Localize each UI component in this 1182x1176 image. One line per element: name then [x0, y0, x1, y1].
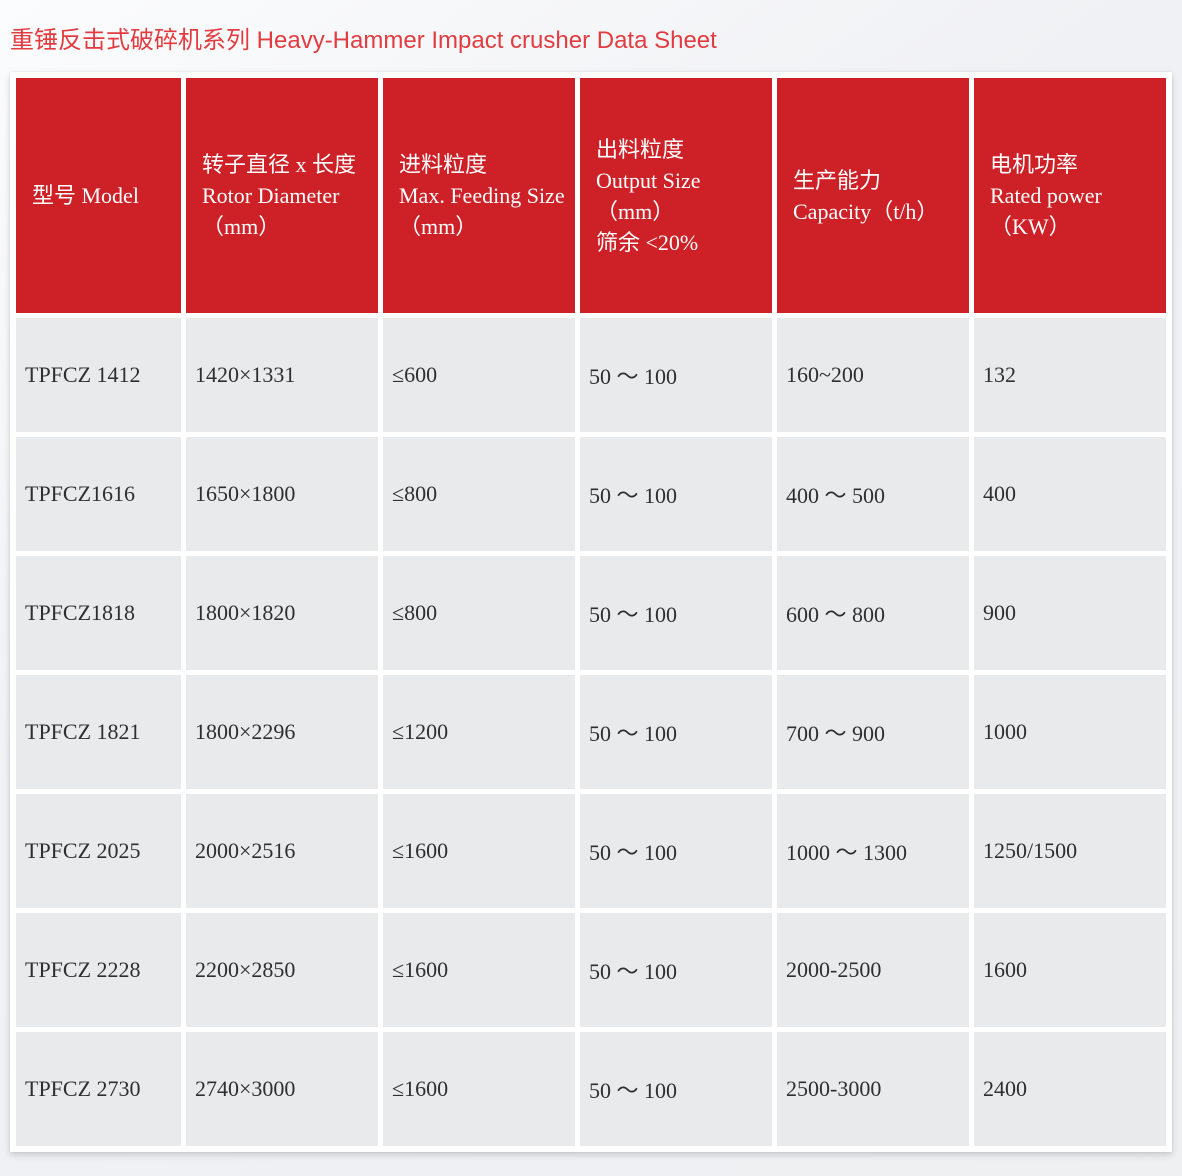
- column-header-rated-power: 电机功率 Rated power （KW）: [974, 78, 1166, 313]
- table-cell: TPFCZ 1821: [16, 675, 181, 789]
- table-cell: 1800×1820: [186, 556, 378, 670]
- table-cell: 50 ～ 100: [580, 437, 772, 551]
- datasheet-card: 型号 Model 转子直径 x 长度 Rotor Diameter （mm） 进…: [10, 72, 1172, 1152]
- table-cell: 400 ～ 500: [777, 437, 969, 551]
- column-header-output-size: 出料粒度 Output Size（mm） 筛余 <20%: [580, 78, 772, 313]
- table-row: TPFCZ 1821 1800×2296 ≤1200 50 ～ 100 700 ～ 90…: [16, 675, 1166, 789]
- table-cell: 50 ～ 100: [580, 794, 772, 908]
- table-cell: 2000-2500: [777, 913, 969, 1027]
- table-cell: ≤1600: [383, 913, 575, 1027]
- column-header-capacity: 生产能力 Capacity（t/h）: [777, 78, 969, 313]
- table-row: TPFCZ1818 1800×1820 ≤800 50 ～ 100 600 ～ 800 9…: [16, 556, 1166, 670]
- table-cell: 1420×1331: [186, 318, 378, 432]
- table-cell: ≤800: [383, 556, 575, 670]
- table-cell: 1250/1500: [974, 794, 1166, 908]
- table-row: TPFCZ1616 1650×1800 ≤800 50 ～ 100 400 ～ 500 4…: [16, 437, 1166, 551]
- table-cell: 1600: [974, 913, 1166, 1027]
- table-cell: 2000×2516: [186, 794, 378, 908]
- table-cell: 2740×3000: [186, 1032, 378, 1146]
- column-header-model: 型号 Model: [16, 78, 181, 313]
- table-cell: ≤1600: [383, 1032, 575, 1146]
- table-cell: 2500-3000: [777, 1032, 969, 1146]
- table-row: TPFCZ 2730 2740×3000 ≤1600 50 ～ 100 2500-300…: [16, 1032, 1166, 1146]
- table-cell: 1650×1800: [186, 437, 378, 551]
- table-cell: TPFCZ1818: [16, 556, 181, 670]
- table-header: 型号 Model 转子直径 x 长度 Rotor Diameter （mm） 进…: [16, 78, 1166, 313]
- table-cell: ≤600: [383, 318, 575, 432]
- column-header-rotor-size: 转子直径 x 长度 Rotor Diameter （mm）: [186, 78, 378, 313]
- table-cell: ≤1200: [383, 675, 575, 789]
- table-cell: 1800×2296: [186, 675, 378, 789]
- table-cell: 600 ～ 800: [777, 556, 969, 670]
- table-cell: 50 ～ 100: [580, 1032, 772, 1146]
- table-cell: 132: [974, 318, 1166, 432]
- table-cell: TPFCZ 1412: [16, 318, 181, 432]
- table-cell: 2200×2850: [186, 913, 378, 1027]
- table-row: TPFCZ 2025 2000×2516 ≤1600 50 ～ 100 1000 ～ 1…: [16, 794, 1166, 908]
- table-cell: ≤1600: [383, 794, 575, 908]
- table-cell: 50 ～ 100: [580, 913, 772, 1027]
- table-cell: 50 ～ 100: [580, 675, 772, 789]
- table-cell: 50 ～ 100: [580, 318, 772, 432]
- table-cell: 2400: [974, 1032, 1166, 1146]
- header-row: 型号 Model 转子直径 x 长度 Rotor Diameter （mm） 进…: [16, 78, 1166, 313]
- column-header-feeding-size: 进料粒度 Max. Feeding Size （mm）: [383, 78, 575, 313]
- table-cell: 50 ～ 100: [580, 556, 772, 670]
- table-cell: TPFCZ 2228: [16, 913, 181, 1027]
- table-cell: TPFCZ 2025: [16, 794, 181, 908]
- table-cell: TPFCZ1616: [16, 437, 181, 551]
- table-cell: 900: [974, 556, 1166, 670]
- table-row: TPFCZ 1412 1420×1331 ≤600 50 ～ 100 160~200 13…: [16, 318, 1166, 432]
- table-cell: TPFCZ 2730: [16, 1032, 181, 1146]
- table-cell: 400: [974, 437, 1166, 551]
- page-title: 重锤反击式破碎机系列 Heavy-Hammer Impact crusher D…: [10, 27, 717, 54]
- table-cell: 700 ～ 900: [777, 675, 969, 789]
- table-cell: 160~200: [777, 318, 969, 432]
- table-row: TPFCZ 2228 2200×2850 ≤1600 50 ～ 100 2000-250…: [16, 913, 1166, 1027]
- table-cell: 1000 ～ 1300: [777, 794, 969, 908]
- table-cell: ≤800: [383, 437, 575, 551]
- datasheet-table: 型号 Model 转子直径 x 长度 Rotor Diameter （mm） 进…: [11, 73, 1171, 1151]
- table-body: TPFCZ 1412 1420×1331 ≤600 50 ～ 100 160~200 13…: [16, 318, 1166, 1146]
- table-cell: 1000: [974, 675, 1166, 789]
